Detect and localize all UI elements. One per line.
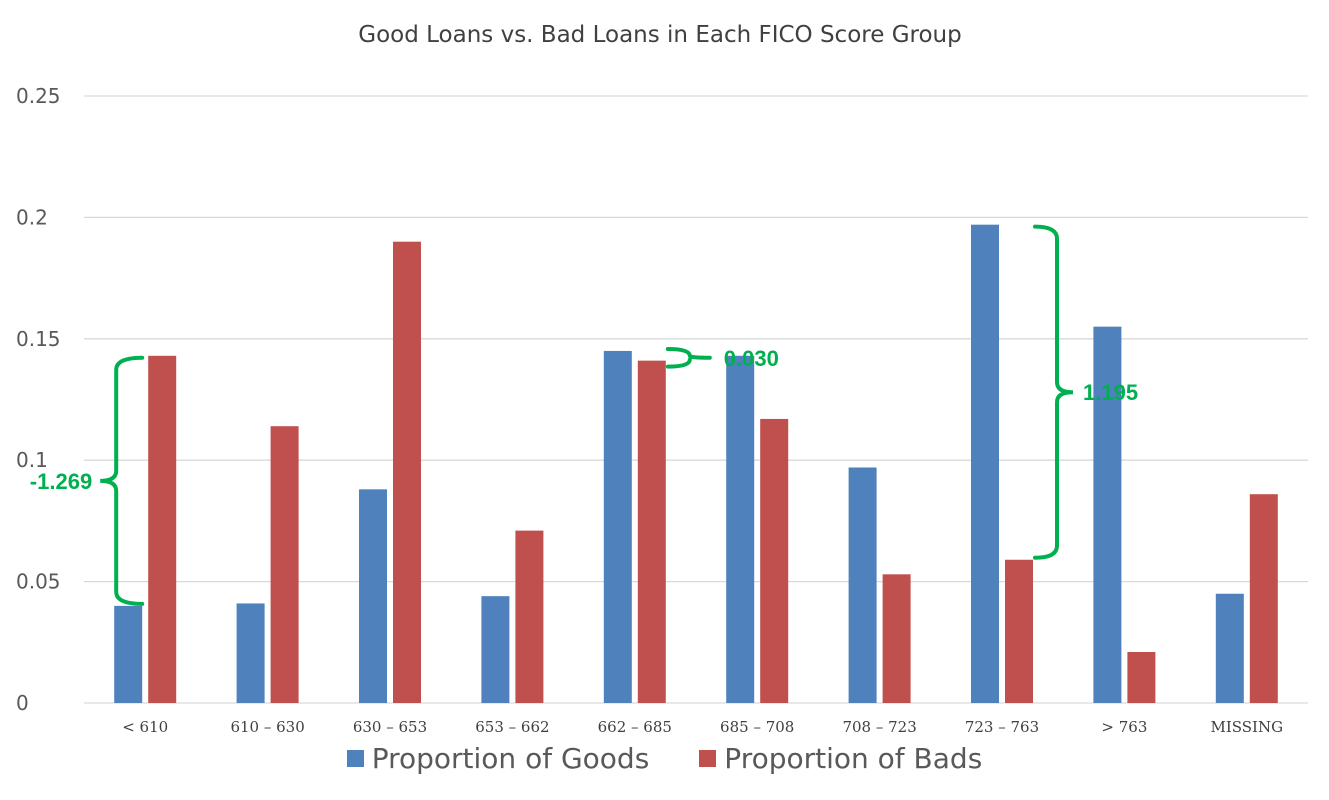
- x-tick-label: 653 – 662: [475, 718, 549, 736]
- bar-bads: [515, 530, 544, 703]
- legend-label-goods: Proportion of Goods: [371, 742, 650, 775]
- bar-goods: [971, 224, 999, 703]
- x-tick-label: 708 – 723: [842, 718, 916, 736]
- bar-goods: [481, 596, 510, 703]
- annotation-label: 1.195: [1083, 380, 1138, 405]
- bar-bads: [1249, 494, 1278, 703]
- x-tick-label: 610 – 630: [230, 718, 304, 736]
- bar-bads: [882, 574, 911, 703]
- bar-goods: [359, 489, 387, 703]
- legend-item-goods: Proportion of Goods: [346, 742, 650, 775]
- x-tick-label: > 763: [1101, 718, 1147, 736]
- x-tick-label: < 610: [122, 718, 168, 736]
- y-tick-label: 0.05: [16, 570, 61, 594]
- bar-goods: [1093, 326, 1122, 703]
- y-tick-label: 0: [16, 691, 29, 715]
- bar-bads: [270, 426, 299, 703]
- bar-goods: [726, 355, 755, 703]
- y-tick-label: 0.15: [16, 327, 61, 351]
- legend-item-bads: Proportion of Bads: [699, 742, 982, 775]
- y-tick-label: 0.2: [16, 205, 48, 229]
- y-tick-label: 0.1: [16, 448, 48, 472]
- bars: [114, 224, 1278, 703]
- bar-bads: [393, 241, 421, 703]
- legend-swatch-goods: [346, 750, 364, 767]
- bar-bads: [1127, 652, 1156, 703]
- y-tick-label: 0.25: [16, 84, 61, 108]
- bar-bads: [637, 360, 666, 703]
- bar-bads: [760, 418, 789, 703]
- x-tick-label: 630 – 653: [353, 718, 427, 736]
- legend-swatch-bads: [699, 750, 717, 767]
- x-tick-label: MISSING: [1210, 718, 1283, 736]
- bar-goods: [114, 605, 143, 703]
- y-axis-ticks: 0 0.05 0.1 0.15 0.2 0.25: [16, 84, 61, 715]
- x-axis-ticks: < 610 610 – 630 630 – 653 653 – 662 662 – 68…: [122, 718, 1283, 736]
- x-tick-label: 723 – 763: [965, 718, 1039, 736]
- bar-goods: [848, 467, 877, 703]
- annotation-brace: [1033, 224, 1074, 560]
- annotations: -1.269 0.030 1.195: [30, 224, 1138, 606]
- bar-bads: [1005, 559, 1033, 703]
- bar-bads: [148, 355, 177, 703]
- bar-goods: [236, 603, 265, 703]
- legend-label-bads: Proportion of Bads: [724, 742, 983, 775]
- annotation-brace: [665, 346, 712, 369]
- annotation-label: -1.269: [30, 469, 92, 494]
- x-tick-label: 662 – 685: [598, 718, 672, 736]
- bar-goods: [1215, 593, 1244, 703]
- bar-goods: [603, 350, 632, 703]
- bar-chart: 0 0.05 0.1 0.15 0.2 0.25 < 610 610 – 630 630 – …: [16, 84, 1308, 736]
- annotation-brace: [100, 355, 145, 606]
- legend: Proportion of Goods Proportion of Bads: [0, 742, 1329, 775]
- annotation-label: 0.030: [724, 346, 779, 371]
- chart-title: Good Loans vs. Bad Loans in Each FICO Sc…: [358, 22, 962, 48]
- x-tick-label: 685 – 708: [720, 718, 794, 736]
